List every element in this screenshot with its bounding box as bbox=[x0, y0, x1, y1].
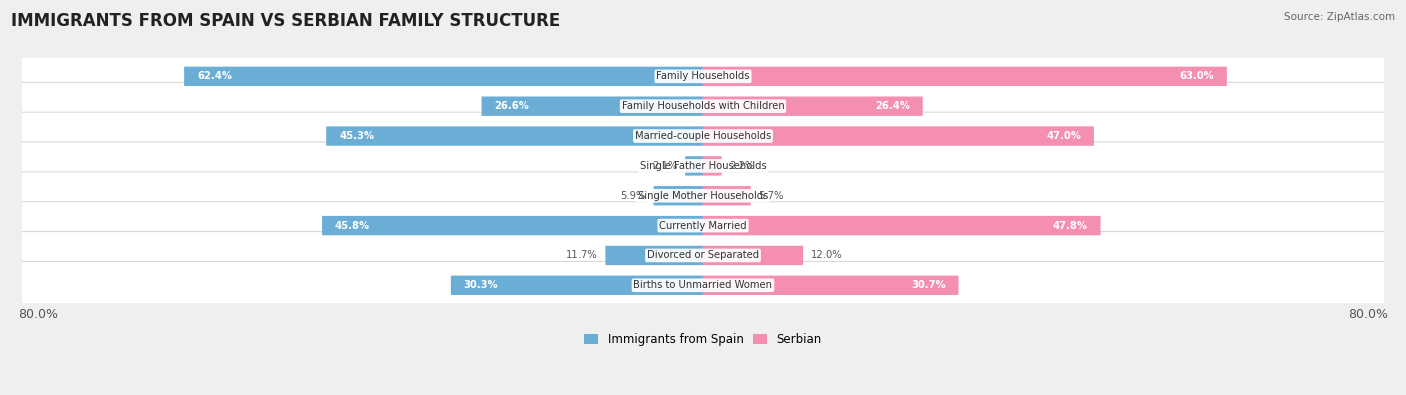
FancyBboxPatch shape bbox=[703, 276, 959, 295]
FancyBboxPatch shape bbox=[654, 186, 703, 205]
FancyBboxPatch shape bbox=[685, 156, 703, 176]
FancyBboxPatch shape bbox=[703, 186, 751, 205]
Text: 5.9%: 5.9% bbox=[620, 191, 645, 201]
FancyBboxPatch shape bbox=[703, 216, 1101, 235]
Text: Source: ZipAtlas.com: Source: ZipAtlas.com bbox=[1284, 12, 1395, 22]
Text: 45.8%: 45.8% bbox=[335, 220, 370, 231]
FancyBboxPatch shape bbox=[703, 67, 1227, 86]
FancyBboxPatch shape bbox=[20, 231, 1386, 279]
FancyBboxPatch shape bbox=[322, 216, 703, 235]
FancyBboxPatch shape bbox=[451, 276, 703, 295]
Text: Single Mother Households: Single Mother Households bbox=[638, 191, 768, 201]
FancyBboxPatch shape bbox=[326, 126, 703, 146]
Text: Births to Unmarried Women: Births to Unmarried Women bbox=[634, 280, 772, 290]
FancyBboxPatch shape bbox=[20, 53, 1386, 100]
Text: 12.0%: 12.0% bbox=[811, 250, 842, 260]
Text: 63.0%: 63.0% bbox=[1180, 71, 1213, 81]
Text: 47.0%: 47.0% bbox=[1046, 131, 1081, 141]
Text: 62.4%: 62.4% bbox=[197, 71, 232, 81]
FancyBboxPatch shape bbox=[20, 172, 1386, 220]
FancyBboxPatch shape bbox=[20, 202, 1386, 250]
FancyBboxPatch shape bbox=[20, 112, 1386, 160]
Text: 2.1%: 2.1% bbox=[652, 161, 678, 171]
FancyBboxPatch shape bbox=[20, 142, 1386, 190]
Text: 11.7%: 11.7% bbox=[565, 250, 598, 260]
FancyBboxPatch shape bbox=[184, 67, 703, 86]
FancyBboxPatch shape bbox=[703, 126, 1094, 146]
Legend: Immigrants from Spain, Serbian: Immigrants from Spain, Serbian bbox=[579, 329, 827, 351]
Text: 2.2%: 2.2% bbox=[730, 161, 755, 171]
Text: IMMIGRANTS FROM SPAIN VS SERBIAN FAMILY STRUCTURE: IMMIGRANTS FROM SPAIN VS SERBIAN FAMILY … bbox=[11, 12, 561, 30]
Text: 47.8%: 47.8% bbox=[1053, 220, 1088, 231]
Text: Married-couple Households: Married-couple Households bbox=[636, 131, 770, 141]
FancyBboxPatch shape bbox=[606, 246, 703, 265]
Text: 30.7%: 30.7% bbox=[911, 280, 946, 290]
FancyBboxPatch shape bbox=[20, 261, 1386, 309]
Text: 45.3%: 45.3% bbox=[339, 131, 374, 141]
Text: Divorced or Separated: Divorced or Separated bbox=[647, 250, 759, 260]
Text: Family Households with Children: Family Households with Children bbox=[621, 101, 785, 111]
FancyBboxPatch shape bbox=[703, 96, 922, 116]
FancyBboxPatch shape bbox=[703, 246, 803, 265]
Text: 26.6%: 26.6% bbox=[495, 101, 529, 111]
Text: Single Father Households: Single Father Households bbox=[640, 161, 766, 171]
Text: 5.7%: 5.7% bbox=[759, 191, 785, 201]
FancyBboxPatch shape bbox=[20, 82, 1386, 130]
Text: Currently Married: Currently Married bbox=[659, 220, 747, 231]
FancyBboxPatch shape bbox=[482, 96, 703, 116]
FancyBboxPatch shape bbox=[703, 156, 721, 176]
Text: 30.3%: 30.3% bbox=[464, 280, 498, 290]
Text: 26.4%: 26.4% bbox=[875, 101, 910, 111]
Text: Family Households: Family Households bbox=[657, 71, 749, 81]
